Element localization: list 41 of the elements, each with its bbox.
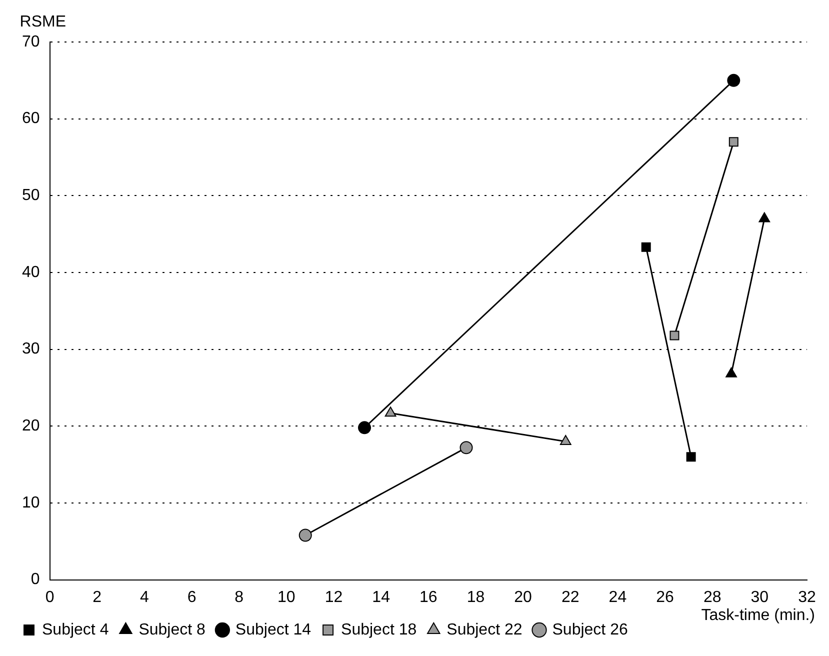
y-tick-label: 60 bbox=[22, 110, 40, 128]
x-tick-label: 26 bbox=[656, 588, 674, 606]
legend-label: Subject 18 bbox=[341, 621, 417, 638]
x-tick-label: 0 bbox=[45, 588, 54, 606]
x-tick-label: 4 bbox=[140, 588, 149, 606]
x-tick-label: 22 bbox=[561, 588, 580, 606]
legend-label: Subject 14 bbox=[235, 621, 312, 638]
x-tick-label: 8 bbox=[234, 588, 244, 606]
legend-label: Subject 4 bbox=[42, 621, 109, 638]
legend-label: Subject 26 bbox=[552, 621, 628, 638]
point bbox=[670, 330, 680, 340]
legend-label: Subject 22 bbox=[446, 621, 522, 638]
y-tick-label: 70 bbox=[22, 33, 40, 50]
y-tick-label: 10 bbox=[22, 494, 40, 512]
y-tick-label: 20 bbox=[22, 418, 40, 435]
point bbox=[298, 528, 312, 542]
x-axis-title: Task-time (min.) bbox=[701, 607, 815, 624]
x-tick-label: 12 bbox=[324, 588, 343, 606]
point bbox=[728, 137, 738, 147]
x-tick-label: 14 bbox=[372, 588, 390, 606]
y-tick-label: 30 bbox=[22, 340, 40, 358]
y-tick-label: 0 bbox=[30, 571, 40, 588]
y-tick-label: 40 bbox=[22, 264, 40, 281]
y-axis-title: RSME bbox=[20, 13, 66, 30]
x-tick-label: 18 bbox=[466, 588, 485, 606]
x-tick-label: 2 bbox=[92, 588, 102, 606]
x-tick-label: 32 bbox=[798, 588, 816, 606]
point bbox=[727, 74, 740, 87]
x-tick-label: 28 bbox=[703, 588, 722, 606]
x-tick-label: 24 bbox=[608, 588, 627, 606]
y-tick-label: 50 bbox=[22, 187, 40, 204]
x-tick-label: 30 bbox=[750, 588, 769, 606]
x-tick-label: 10 bbox=[278, 588, 296, 606]
point bbox=[358, 421, 372, 434]
x-tick-label: 6 bbox=[187, 588, 196, 606]
point bbox=[460, 441, 473, 454]
x-tick-label: 20 bbox=[514, 588, 532, 606]
x-tick-label: 16 bbox=[420, 588, 438, 606]
legend-label: Subject 8 bbox=[138, 621, 206, 638]
point bbox=[641, 242, 651, 252]
point bbox=[686, 452, 696, 462]
